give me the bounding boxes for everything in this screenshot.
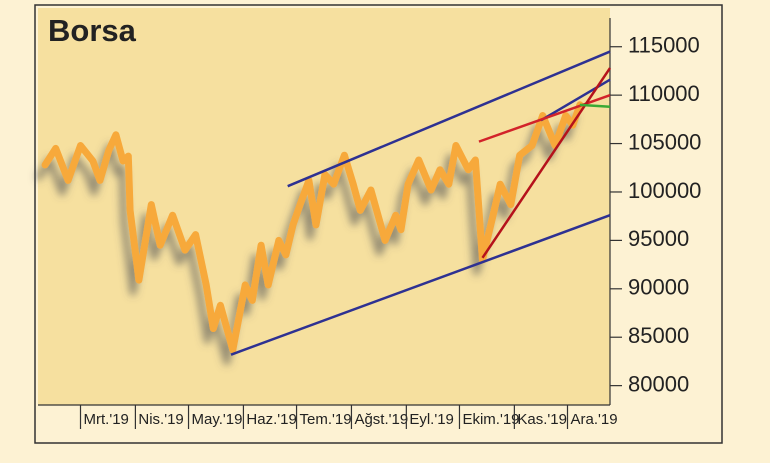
trend-line: [481, 67, 612, 259]
trend-line: [287, 50, 611, 188]
trend-line: [478, 93, 611, 143]
x-tick-label: Haz.'19: [246, 411, 296, 428]
y-tick-label: 90000: [628, 275, 689, 300]
y-tick-label: 85000: [628, 323, 689, 348]
x-tick-label: Nis.'19: [138, 411, 183, 428]
x-tick-label: Ara.'19: [570, 411, 617, 428]
y-tick-label: 95000: [628, 226, 689, 251]
x-tick-label: Ekim.'19: [462, 411, 519, 428]
trend-line: [230, 214, 611, 356]
x-tick-label: Eyl.'19: [409, 411, 454, 428]
y-tick-label: 100000: [628, 178, 701, 203]
x-tick-label: Mrt.'19: [84, 411, 129, 428]
plot-area: [38, 8, 610, 405]
y-tick-label: 115000: [628, 33, 700, 58]
y-tick-label: 80000: [628, 371, 689, 396]
chart-title: Borsa: [48, 13, 137, 48]
x-tick-label: Tem.'19: [300, 411, 352, 428]
x-tick-label: Kas.'19: [517, 411, 567, 428]
y-tick-label: 110000: [628, 81, 700, 106]
y-tick-label: 105000: [628, 129, 701, 154]
x-tick-label: May.'19: [192, 411, 243, 428]
trend-line: [579, 103, 611, 109]
x-tick-label: Ağst.'19: [354, 411, 408, 428]
price-line: [41, 101, 584, 354]
